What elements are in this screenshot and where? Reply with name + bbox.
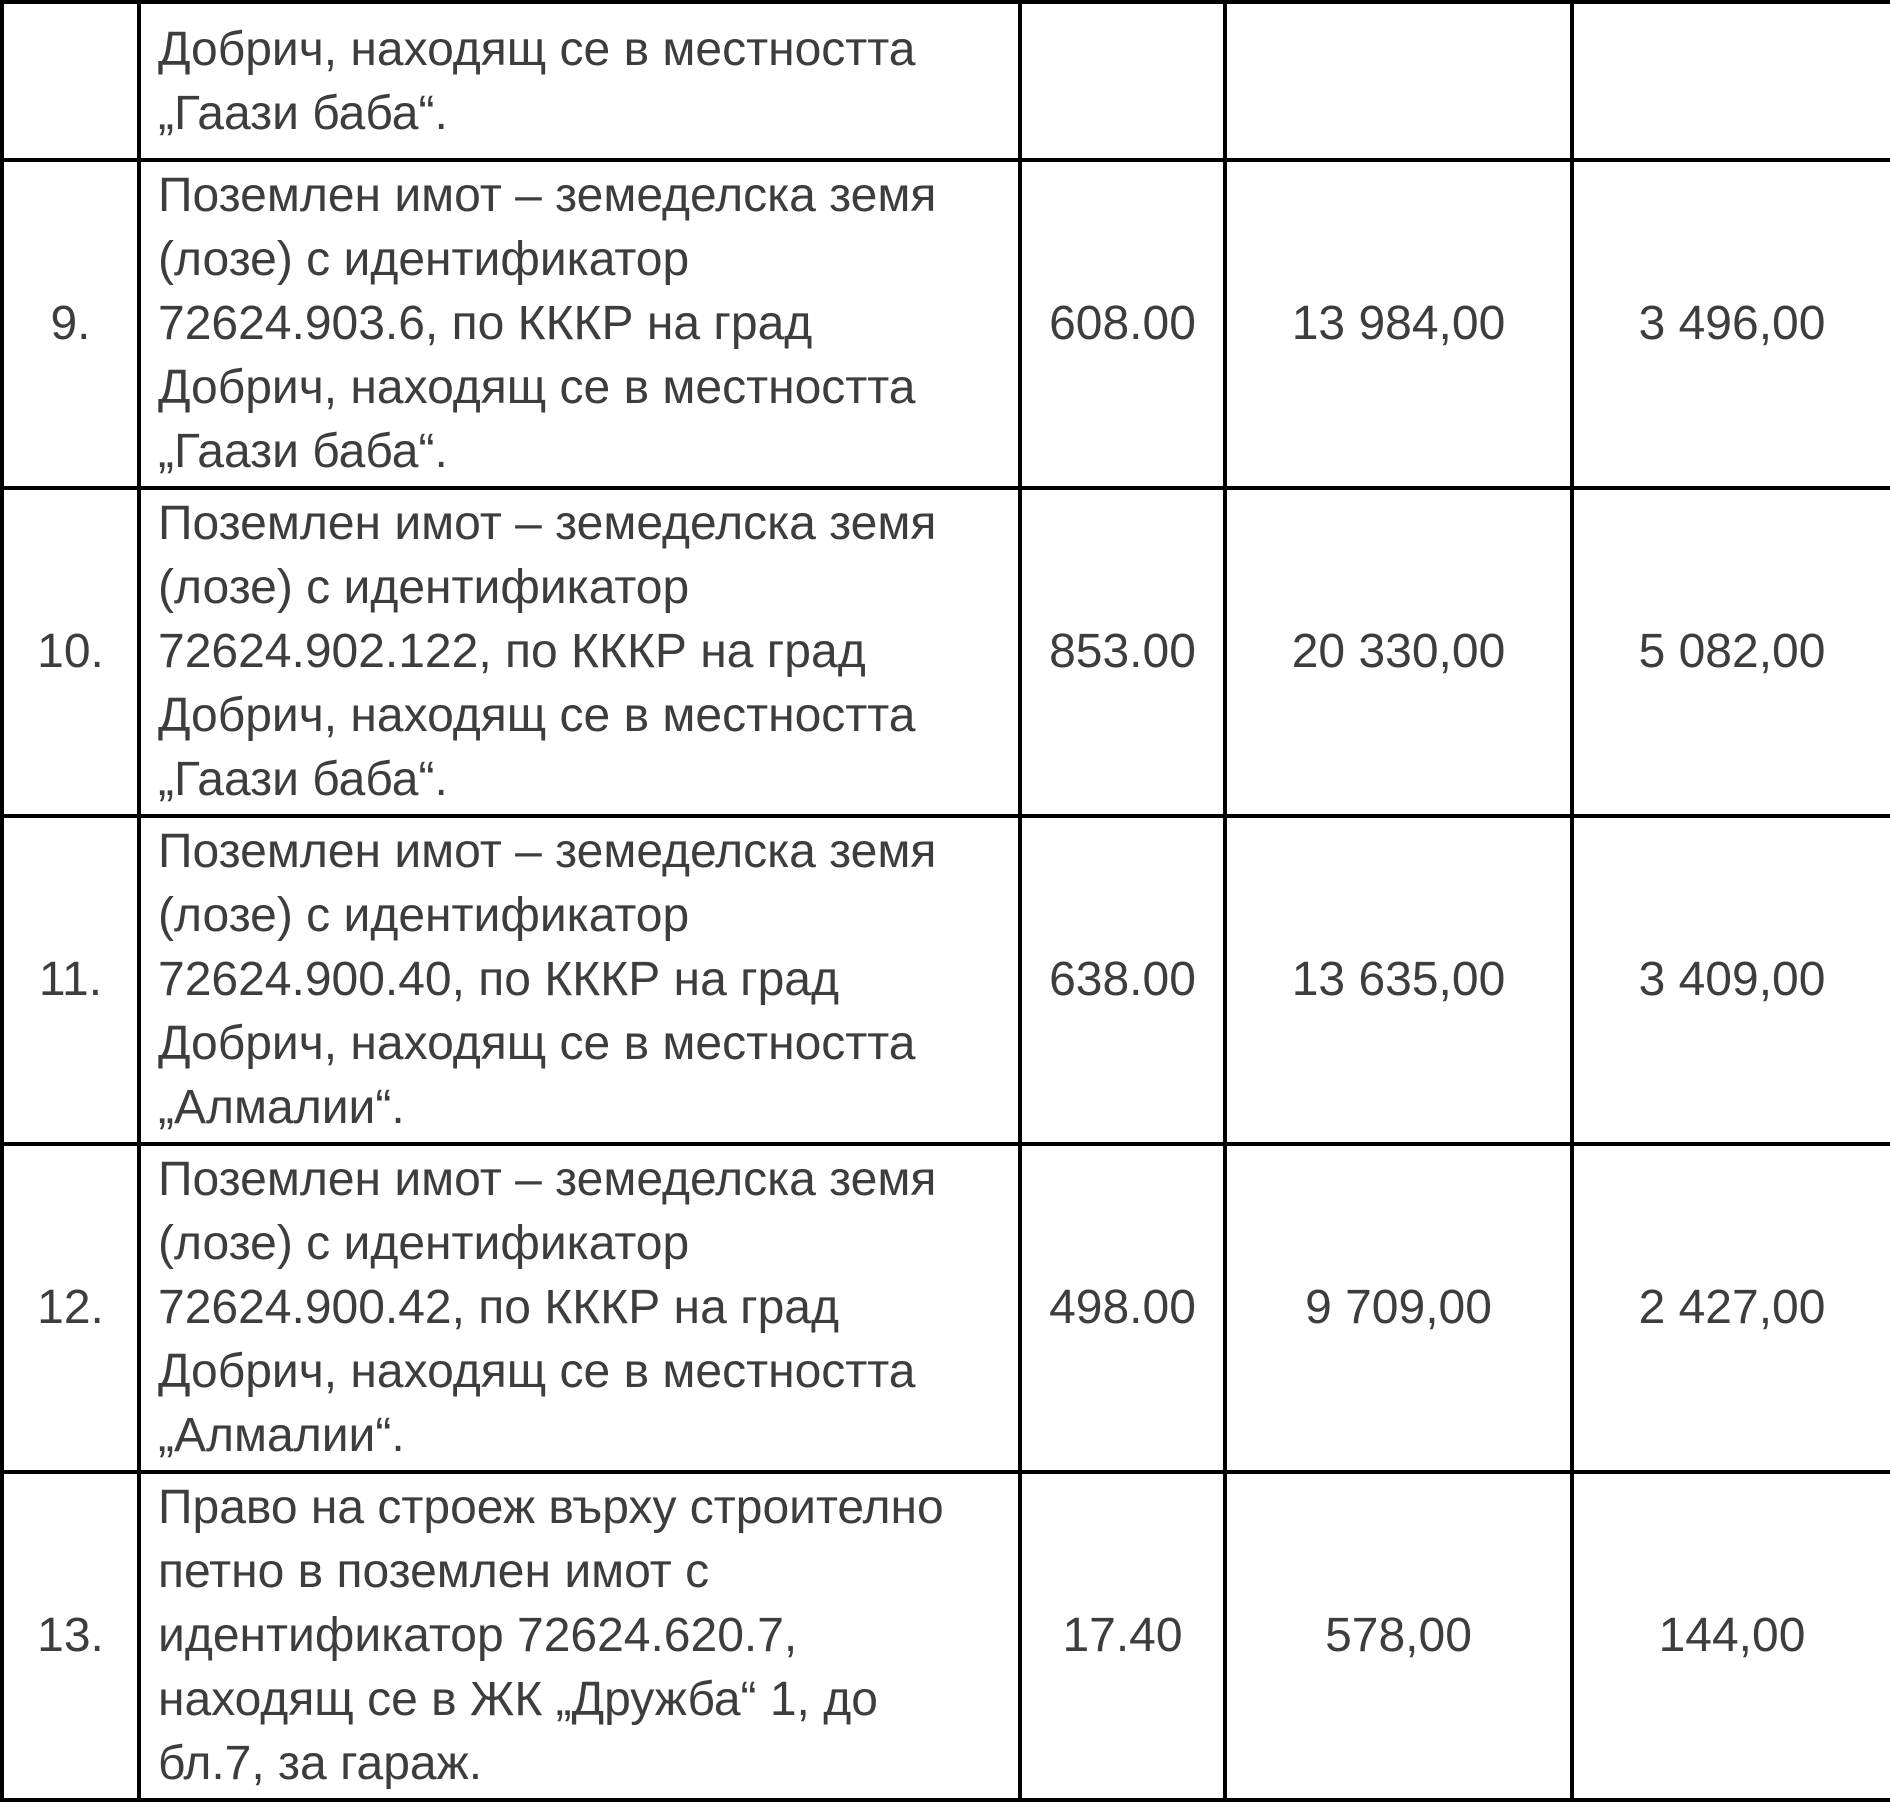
description-line: 72624.903.6, по КККР на град xyxy=(158,297,813,350)
description-line: 72624.902.122, по КККР на град xyxy=(158,625,866,678)
table-row: 12. Поземлен имот – земеделска земя (лозе… xyxy=(0,1142,1890,1474)
numeric-cell-2: 13 635,00 xyxy=(1223,814,1574,1146)
description-lines: Поземлен имот – земеделска земя (лозе) с … xyxy=(158,492,1004,812)
row-number-cell: 9. xyxy=(0,158,141,490)
description-cell: Право на строеж върху строително петно в … xyxy=(137,1470,1022,1802)
numeric-cell-3: 144,00 xyxy=(1570,1470,1890,1802)
description-cell: Поземлен имот – земеделска земя (лозе) с … xyxy=(137,486,1022,818)
description-line: Добрич, находящ се в местността xyxy=(158,1017,916,1070)
row-number-cell: 10. xyxy=(0,486,141,818)
description-line: (лозе) с идентификатор xyxy=(158,561,690,614)
description-lines: Поземлен имот – земеделска земя (лозе) с … xyxy=(158,1148,1004,1468)
row-number-cell: 13. xyxy=(0,1470,141,1802)
description-line: Добрич, находящ се в местността xyxy=(158,23,916,76)
description-line: (лозе) с идентификатор xyxy=(158,889,690,942)
row-number-cell xyxy=(0,0,141,162)
description-line: (лозе) с идентификатор xyxy=(158,233,690,286)
description-cell: Поземлен имот – земеделска земя (лозе) с … xyxy=(137,814,1022,1146)
description-line: петно в поземлен имот с xyxy=(158,1545,710,1598)
description-line: (лозе) с идентификатор xyxy=(158,1217,690,1270)
description-line: „Гаази баба“. xyxy=(158,87,448,140)
description-line: Добрич, находящ се в местността xyxy=(158,1345,916,1398)
row-number-cell: 12. xyxy=(0,1142,141,1474)
table-row: 11. Поземлен имот – земеделска земя (лозе… xyxy=(0,814,1890,1146)
description-line: находящ се в ЖК „Дружба“ 1, до xyxy=(158,1673,878,1726)
description-line: Право на строеж върху строително xyxy=(158,1481,944,1534)
description-line: Добрич, находящ се в местността xyxy=(158,689,916,742)
description-line: „Алмалии“. xyxy=(158,1081,405,1134)
table-row: Добрич, находящ се в местността „Гаази ба… xyxy=(0,0,1890,162)
description-line: бл.7, за гараж. xyxy=(158,1737,483,1790)
description-lines: Добрич, находящ се в местността „Гаази ба… xyxy=(158,18,1004,146)
numeric-cell-2: 20 330,00 xyxy=(1223,486,1574,818)
numeric-cell-1: 498.00 xyxy=(1018,1142,1227,1474)
description-line: „Гаази баба“. xyxy=(158,753,448,806)
numeric-cell-3: 2 427,00 xyxy=(1570,1142,1890,1474)
description-lines: Поземлен имот – земеделска земя (лозе) с … xyxy=(158,820,1004,1140)
description-line: Поземлен имот – земеделска земя xyxy=(158,169,937,222)
numeric-cell-1: 17.40 xyxy=(1018,1470,1227,1802)
description-line: „Алмалии“. xyxy=(158,1409,405,1462)
description-lines: Право на строеж върху строително петно в … xyxy=(158,1476,1004,1796)
description-line: 72624.900.42, по КККР на град xyxy=(158,1281,839,1334)
numeric-cell-2 xyxy=(1223,0,1574,162)
numeric-cell-2: 9 709,00 xyxy=(1223,1142,1574,1474)
description-line: 72624.900.40, по КККР на град xyxy=(158,953,839,1006)
description-cell: Поземлен имот – земеделска земя (лозе) с … xyxy=(137,1142,1022,1474)
table-row: 10. Поземлен имот – земеделска земя (лозе… xyxy=(0,486,1890,818)
description-line: Поземлен имот – земеделска земя xyxy=(158,1153,937,1206)
numeric-cell-3: 3 409,00 xyxy=(1570,814,1890,1146)
numeric-cell-2: 13 984,00 xyxy=(1223,158,1574,490)
numeric-cell-1: 608.00 xyxy=(1018,158,1227,490)
description-line: Поземлен имот – земеделска земя xyxy=(158,497,937,550)
description-cell: Поземлен имот – земеделска земя (лозе) с … xyxy=(137,158,1022,490)
description-cell: Добрич, находящ се в местността „Гаази ба… xyxy=(137,0,1022,162)
numeric-cell-3: 5 082,00 xyxy=(1570,486,1890,818)
numeric-cell-3: 3 496,00 xyxy=(1570,158,1890,490)
description-lines: Поземлен имот – земеделска земя (лозе) с … xyxy=(158,164,1004,484)
description-line: идентификатор 72624.620.7, xyxy=(158,1609,798,1662)
numeric-cell-3 xyxy=(1570,0,1890,162)
description-line: „Гаази баба“. xyxy=(158,425,448,478)
description-line: Добрич, находящ се в местността xyxy=(158,361,916,414)
numeric-cell-1 xyxy=(1018,0,1227,162)
table-row: 9. Поземлен имот – земеделска земя (лозе)… xyxy=(0,158,1890,490)
table-row: 13. Право на строеж върху строително петн… xyxy=(0,1470,1890,1802)
numeric-cell-1: 853.00 xyxy=(1018,486,1227,818)
description-line: Поземлен имот – земеделска земя xyxy=(158,825,937,878)
row-number-cell: 11. xyxy=(0,814,141,1146)
numeric-cell-1: 638.00 xyxy=(1018,814,1227,1146)
numeric-cell-2: 578,00 xyxy=(1223,1470,1574,1802)
